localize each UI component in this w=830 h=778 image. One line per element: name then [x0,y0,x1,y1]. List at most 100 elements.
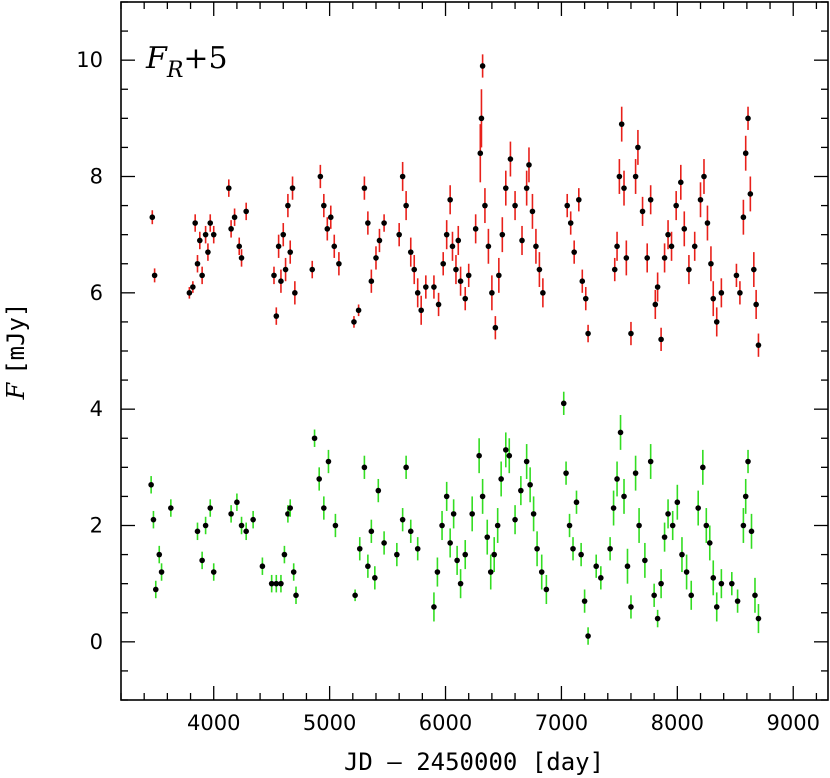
y-tick-label: 10 [76,48,103,72]
data-point [479,63,486,69]
data-point [654,284,661,290]
data-point [311,435,318,442]
data-point [658,580,664,587]
data-point [710,575,717,581]
data-point [487,569,494,575]
data-point [710,295,717,302]
data-point [673,202,679,209]
data-point [462,295,469,302]
data-point [372,575,378,581]
data-point [431,284,437,290]
data-point [691,243,698,250]
data-point [278,580,284,587]
data-point [336,260,342,267]
data-point [309,266,316,273]
data-point [403,202,409,209]
data-point [192,220,198,226]
data-point [661,534,668,540]
data-point [491,551,498,558]
data-point [624,563,631,570]
data-point [394,551,400,558]
data-point [199,272,205,279]
data-point [202,522,209,529]
data-point [751,266,757,273]
data-point [718,290,725,296]
data-point [482,202,488,209]
data-point [168,505,174,511]
data-point [681,226,688,232]
data-point [642,557,648,564]
data-point [567,220,574,226]
data-point [668,243,675,250]
x-tick-label: 4000 [187,711,240,735]
data-point [365,220,371,226]
data-point [210,569,217,575]
data-point [434,569,441,575]
data-point [740,522,747,529]
data-point [530,511,537,517]
data-point [703,522,710,529]
data-point [686,266,692,273]
data-point [376,237,383,244]
data-point [729,580,735,587]
data-point [280,231,287,238]
data-point [498,476,504,482]
data-point [447,196,453,203]
data-point [225,185,232,191]
data-point [661,255,668,261]
data-point [713,319,720,325]
data-point [527,481,533,488]
data-point [585,633,591,639]
data-point [538,569,545,575]
series-0 [149,54,762,357]
data-point [152,586,159,593]
data-point [238,255,245,261]
data-point [465,272,472,279]
data-point [518,487,524,494]
data-point [713,604,720,610]
data-point [529,208,536,215]
data-point [623,255,630,261]
data-point [321,202,327,209]
data-point [753,301,759,308]
data-point [610,505,617,511]
y-tick-label: 8 [90,165,103,189]
data-point [585,330,591,337]
data-point [652,301,659,308]
x-tick-label: 8000 [651,711,704,735]
data-point [439,522,445,529]
data-point [375,487,382,494]
data-point [352,592,358,599]
data-point [502,447,509,453]
data-point [651,592,657,599]
data-point [275,243,282,250]
data-point [290,569,297,575]
data-point [492,324,499,331]
data-point [489,290,495,296]
y-tick-label: 6 [90,281,103,305]
data-point [281,551,288,558]
data-point [734,598,741,604]
data-point [316,476,322,482]
data-point [560,400,567,407]
data-point [644,255,650,261]
data-point [317,173,324,180]
data-point [457,580,464,587]
data-point [563,470,569,476]
data-point [745,458,751,465]
data-point [598,575,604,581]
data-point [210,231,217,238]
data-point [243,208,249,215]
data-point [571,249,577,255]
data-point [414,545,421,552]
data-point [469,511,475,517]
data-point [519,237,525,244]
x-tick-label: 7000 [535,711,588,735]
data-point [199,557,205,564]
data-point [238,522,245,529]
data-point [658,336,664,343]
data-point [403,464,409,471]
data-point [570,545,576,552]
data-point [654,615,661,622]
